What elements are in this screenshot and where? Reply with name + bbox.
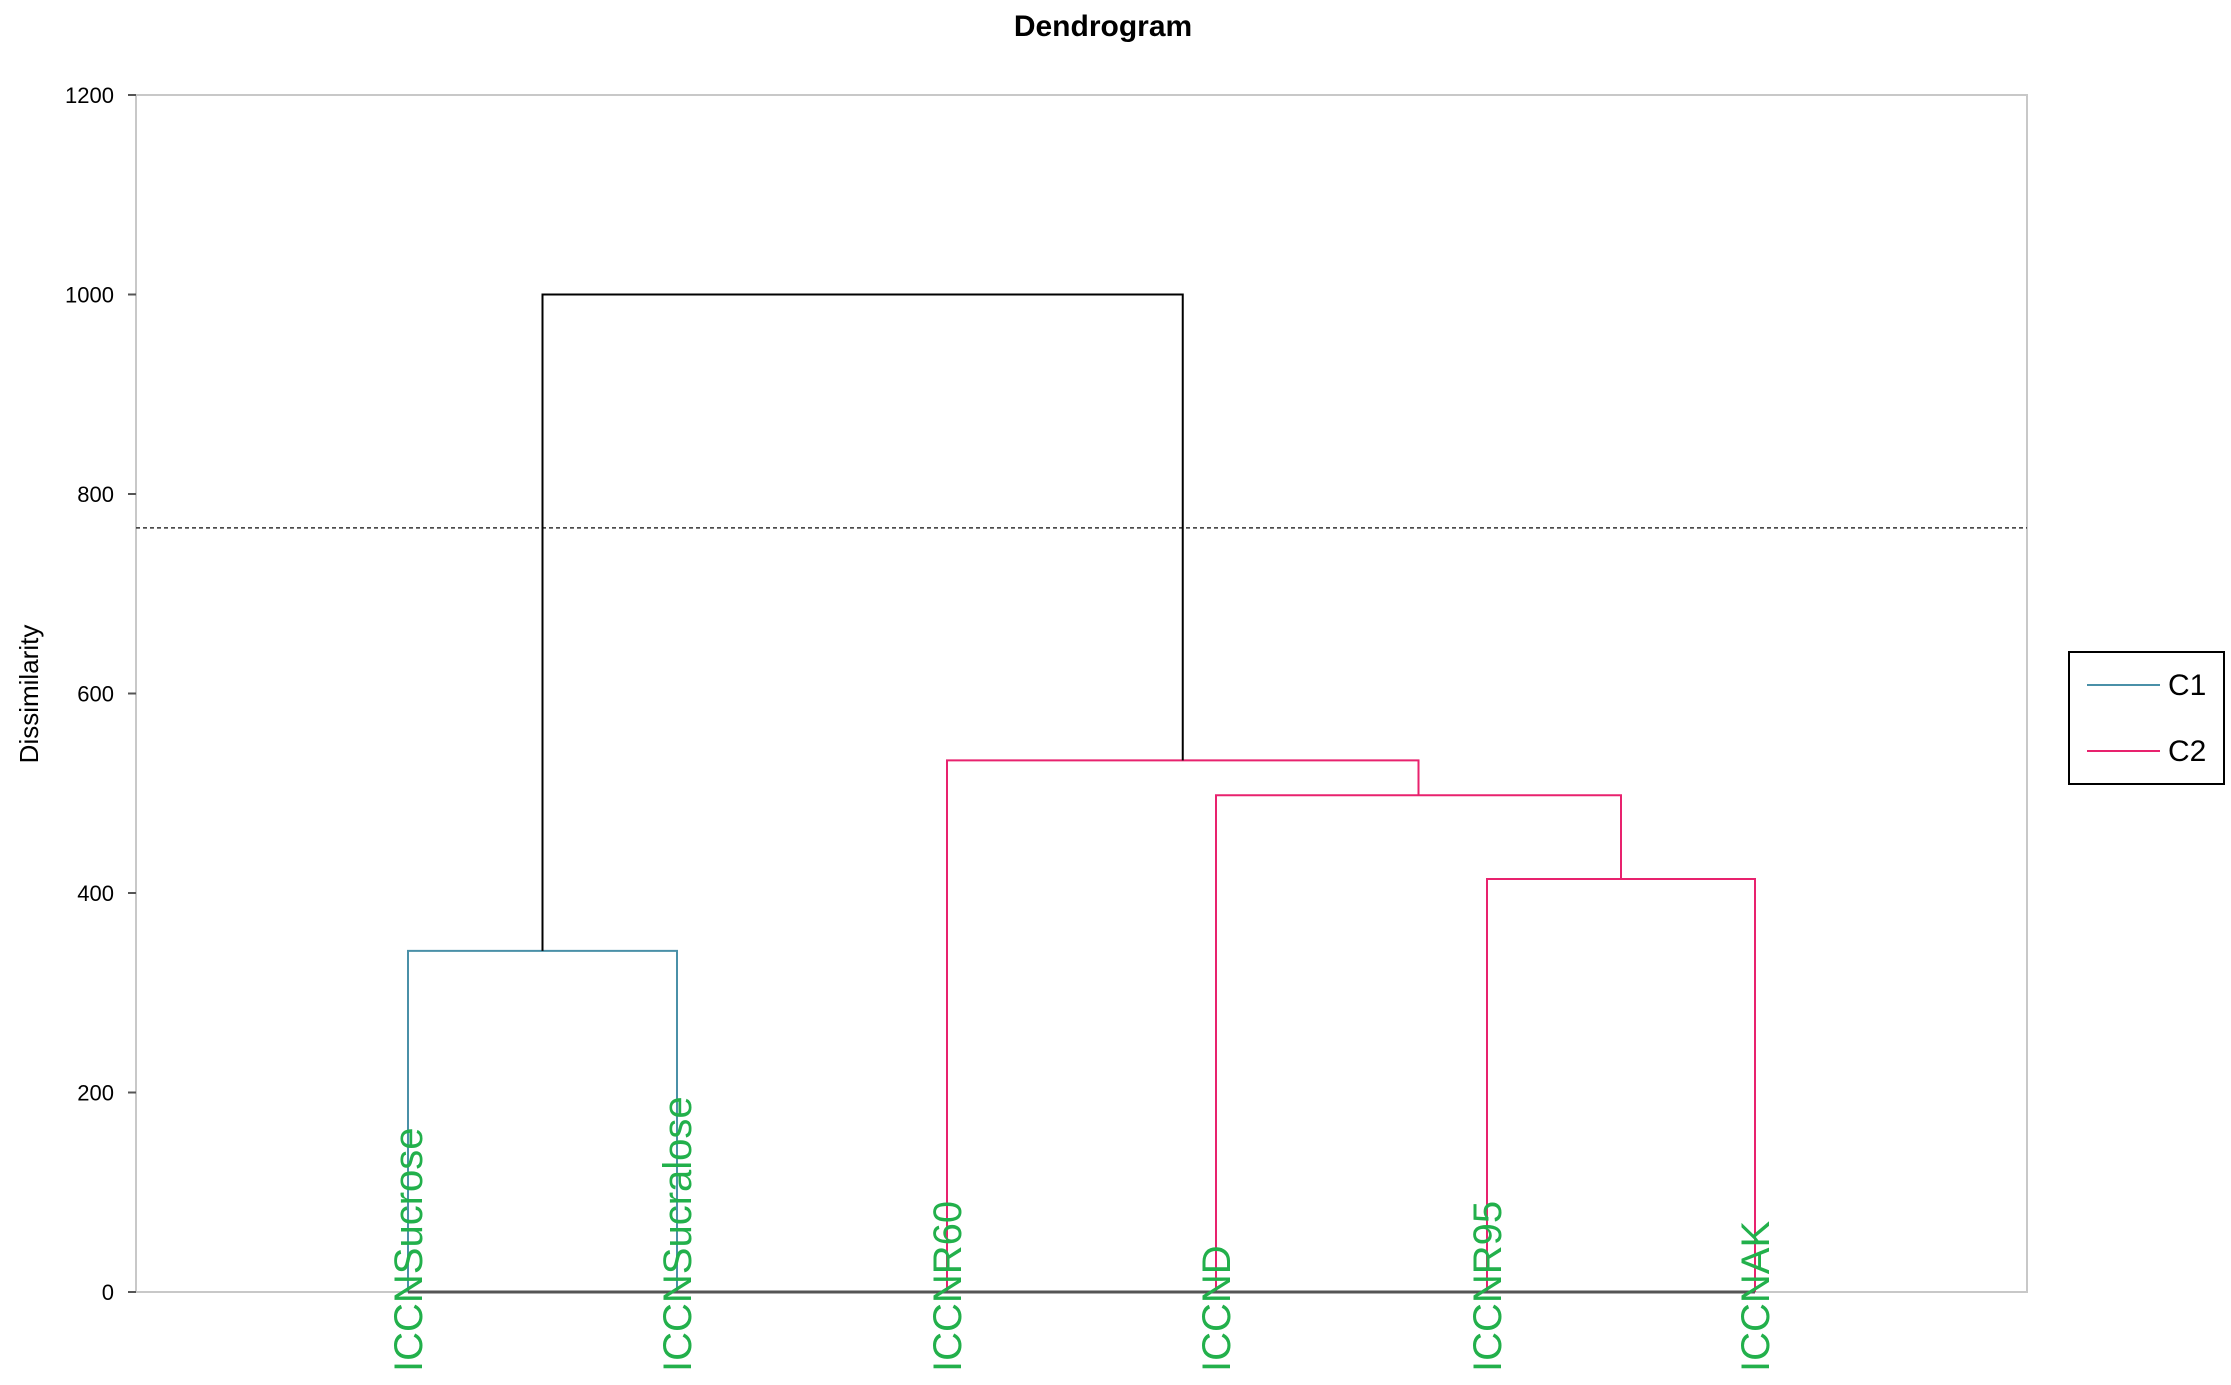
y-tick-label: 200	[77, 1081, 114, 1106]
legend-label: C2	[2168, 735, 2206, 768]
legend-box	[2068, 651, 2225, 785]
y-tick-label: 0	[102, 1280, 114, 1305]
y-tick-label: 600	[77, 682, 114, 707]
legend: C1 C2	[2068, 651, 2225, 785]
dendrogram-links	[407, 293, 1756, 1294]
leaf-label: ICCNR95	[1466, 1201, 1510, 1372]
merge-link-4	[541, 293, 1184, 951]
leaf-label: ICCNAK	[1734, 1221, 1778, 1372]
chart-title: Dendrogram	[1014, 10, 1192, 43]
y-tick-label: 800	[77, 482, 114, 507]
merge-link-0	[407, 949, 678, 1292]
y-tick-label: 1000	[65, 283, 114, 308]
merge-link-1	[1486, 878, 1756, 1292]
y-tick-label: 1200	[65, 83, 114, 108]
leaf-label: ICCND	[1195, 1245, 1239, 1372]
legend-label: C1	[2168, 669, 2206, 702]
leaf-label: ICCNSucralose	[656, 1096, 700, 1372]
plot-area	[135, 94, 2028, 1293]
y-tick-label: 400	[77, 881, 114, 906]
y-axis: 0 200 400 600 800 1000 1200	[65, 83, 136, 1305]
leaf-label: ICCNSucrose	[387, 1127, 431, 1372]
leaf-labels: ICCNSucrose ICCNSucralose ICCNR60 ICCND ICCN…	[387, 1096, 1778, 1372]
merge-link-3	[946, 759, 1420, 1292]
leaf-label: ICCNR60	[926, 1201, 970, 1372]
merge-link-2	[1215, 794, 1622, 1292]
y-axis-label: Dissimilarity	[14, 625, 44, 764]
